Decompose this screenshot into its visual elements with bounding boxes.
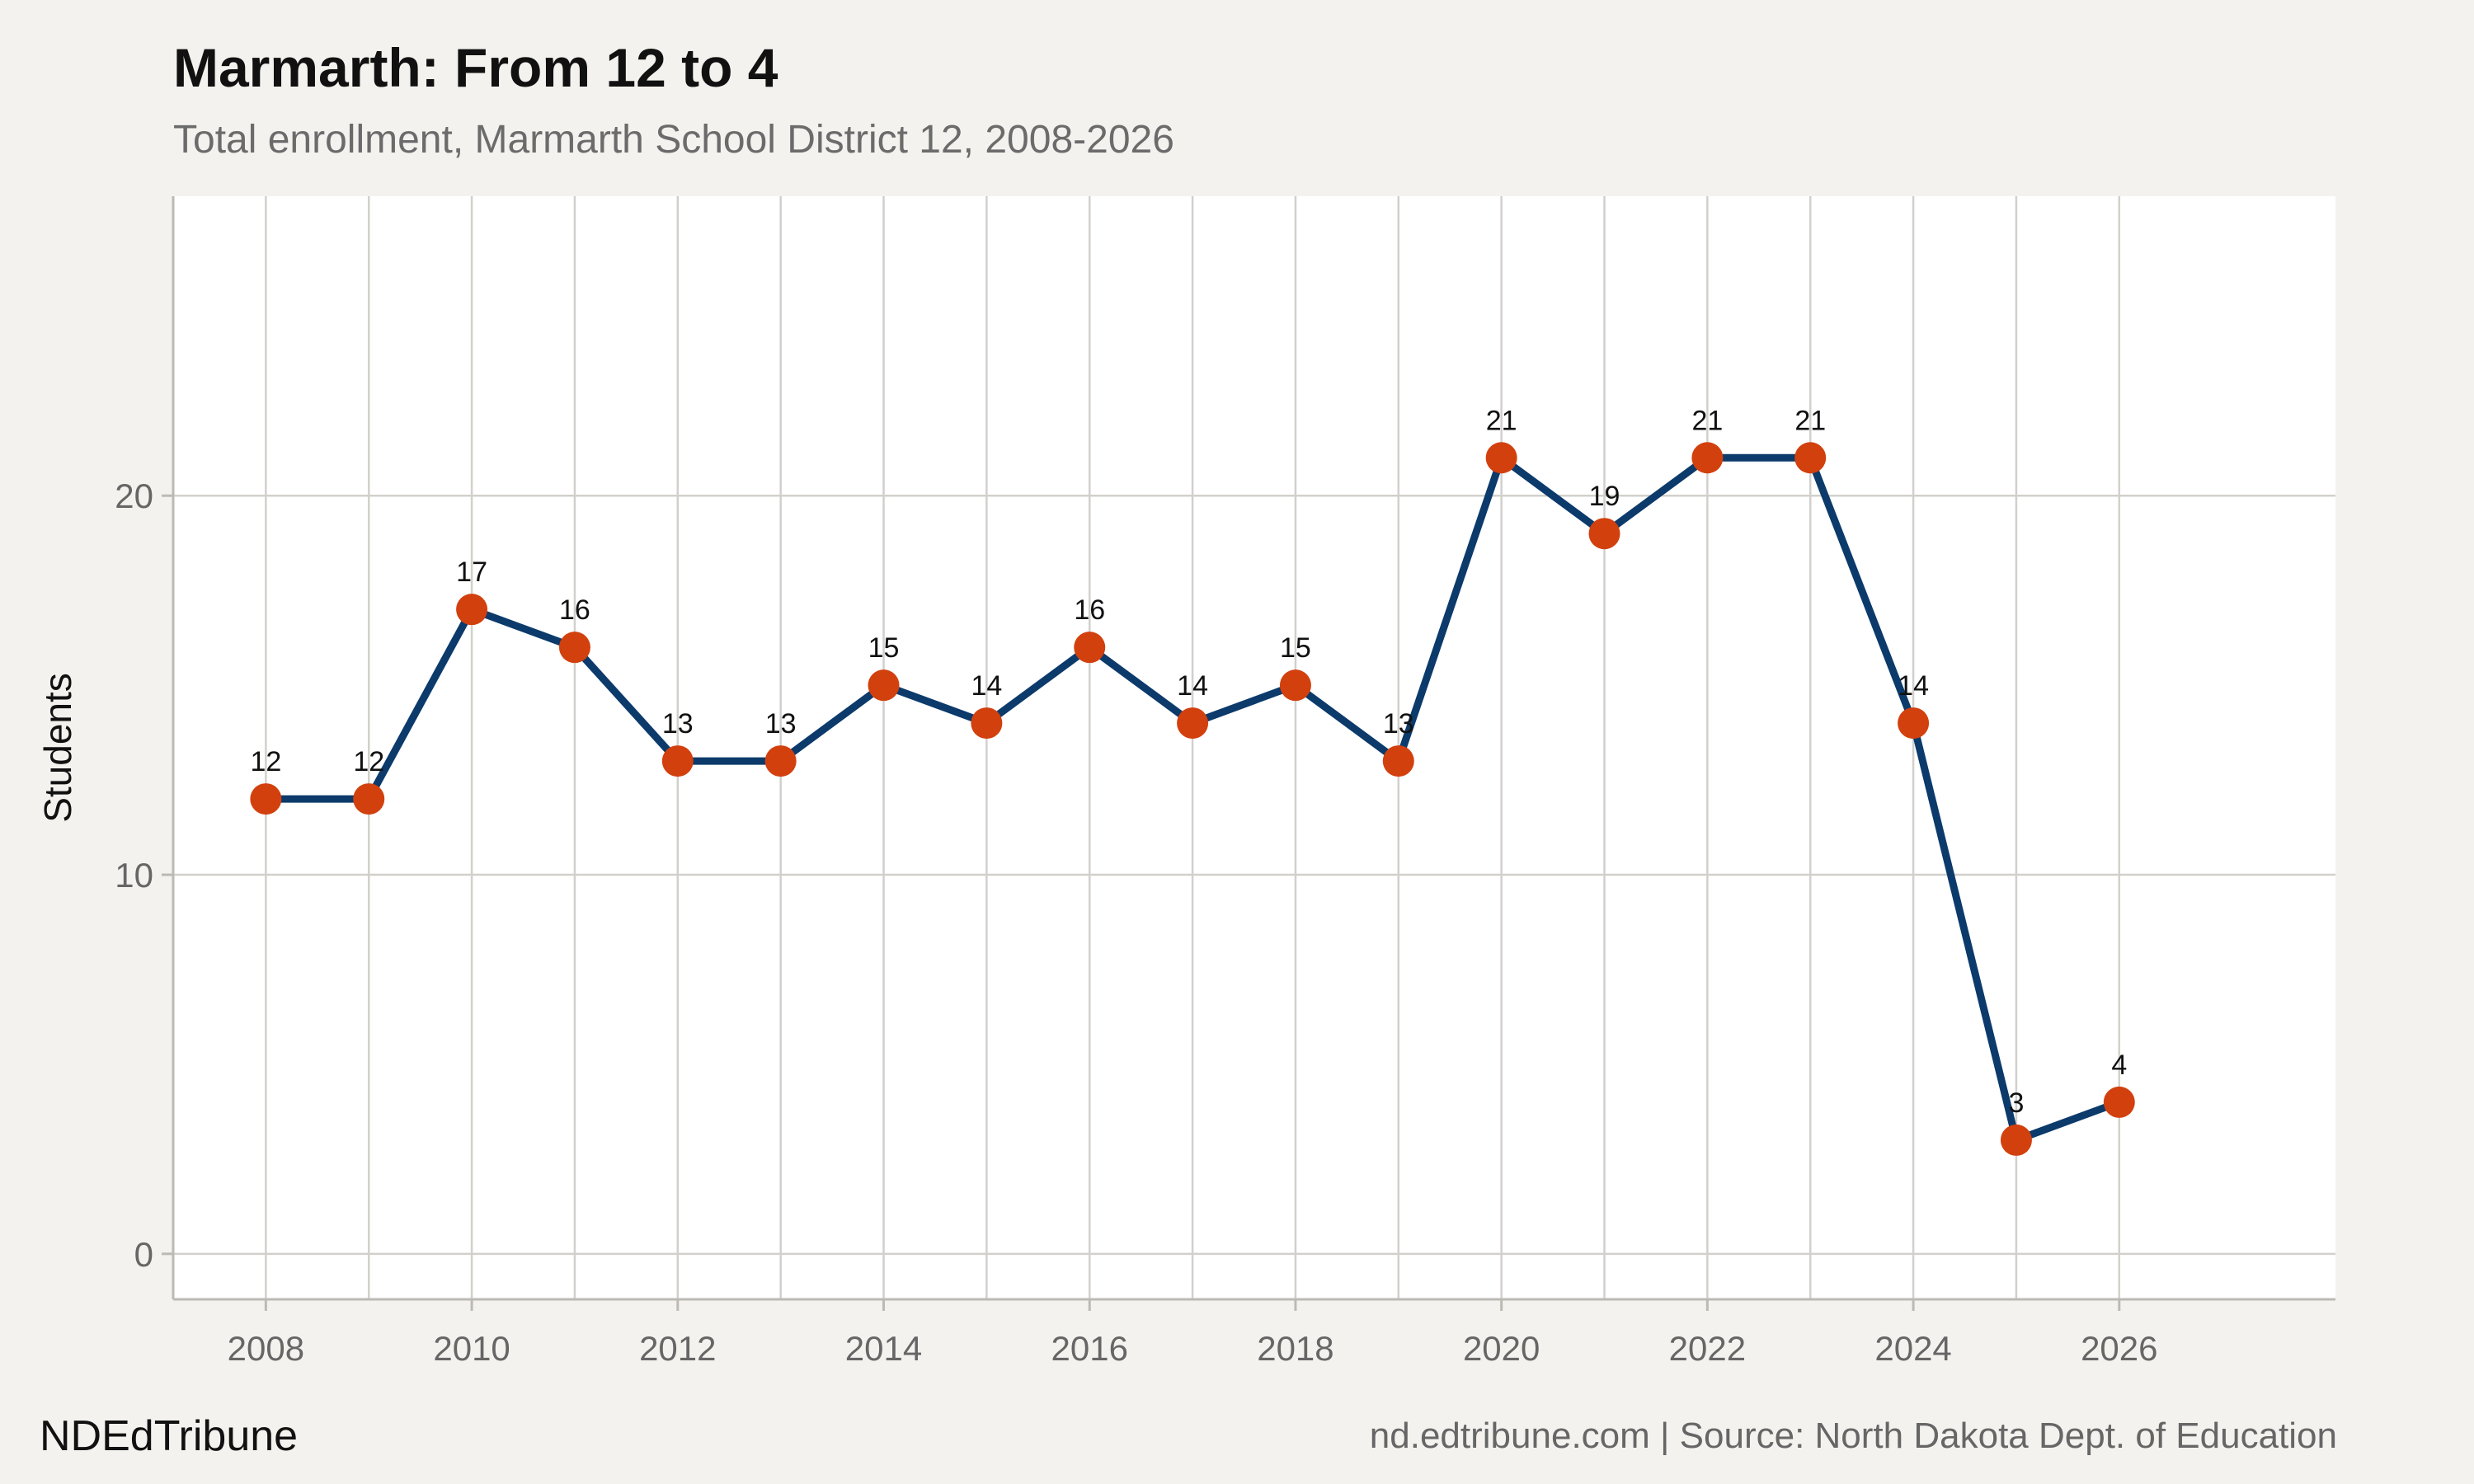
data-label: 13 <box>1383 708 1414 740</box>
data-label: 21 <box>1486 405 1517 436</box>
source-note: nd.edtribune.com | Source: North Dakota … <box>1369 1416 2337 1456</box>
chart-subtitle: Total enrollment, Marmarth School Distri… <box>173 118 1174 162</box>
data-point <box>868 669 900 702</box>
brand-name: NDEdTribune <box>40 1412 299 1460</box>
data-label: 4 <box>2111 1050 2127 1081</box>
data-point <box>1382 745 1414 777</box>
data-label: 21 <box>1691 405 1723 436</box>
data-point <box>1691 442 1724 474</box>
y-tick-label: 0 <box>134 1235 153 1274</box>
data-point <box>661 745 694 777</box>
data-point <box>456 594 488 626</box>
data-label: 16 <box>559 594 590 626</box>
data-label: 12 <box>250 746 281 777</box>
x-tick-label: 2012 <box>639 1329 716 1368</box>
data-label: 15 <box>868 632 900 664</box>
data-point <box>353 783 385 815</box>
data-label: 14 <box>1177 670 1208 702</box>
data-point <box>764 745 797 777</box>
data-point <box>558 632 590 664</box>
data-label: 16 <box>1074 594 1105 626</box>
x-tick-label: 2022 <box>1669 1329 1746 1368</box>
y-tick-label: 10 <box>115 856 153 895</box>
data-point <box>250 783 282 815</box>
axes: 2008 2010 2012 2014 2016 2018 2020 2022 2024 2026… <box>115 196 2335 1368</box>
data-point <box>1279 669 1311 702</box>
y-tick-label: 20 <box>115 477 153 515</box>
data-point <box>1588 518 1620 550</box>
data-label: 13 <box>765 708 797 740</box>
data-point <box>1177 707 1209 740</box>
plot-panel <box>173 196 2335 1299</box>
data-point <box>2103 1086 2135 1118</box>
data-label: 3 <box>2008 1087 2024 1119</box>
data-labels: 12 12 17 16 13 13 15 14 16 14 15 13 21 19 21 21 14 3 4 <box>250 405 2127 1119</box>
x-tick-label: 2016 <box>1051 1329 1128 1368</box>
data-label: 15 <box>1280 632 1311 664</box>
x-tick-label: 2026 <box>2081 1329 2157 1368</box>
data-point <box>971 707 1003 740</box>
x-tick-label: 2024 <box>1874 1329 1951 1368</box>
data-point <box>1074 632 1106 664</box>
x-tick-label: 2014 <box>845 1329 922 1368</box>
y-axis-label: Students <box>36 673 79 823</box>
data-point <box>1898 707 1930 740</box>
data-label: 19 <box>1589 481 1620 512</box>
data-point <box>1485 442 1517 474</box>
data-label: 14 <box>971 670 1002 702</box>
series-students <box>250 442 2135 1156</box>
data-label: 21 <box>1794 405 1826 436</box>
x-tick-label: 2018 <box>1257 1329 1333 1368</box>
data-label: 13 <box>662 708 694 740</box>
x-tick-label: 2010 <box>433 1329 510 1368</box>
x-tick-label: 2020 <box>1463 1329 1540 1368</box>
data-label: 14 <box>1898 670 1929 702</box>
data-point <box>1794 442 1827 474</box>
data-label: 12 <box>353 746 384 777</box>
chart-title: Marmarth: From 12 to 4 <box>173 37 778 98</box>
data-point <box>2000 1124 2032 1156</box>
data-label: 17 <box>456 556 487 588</box>
x-tick-label: 2008 <box>228 1329 304 1368</box>
